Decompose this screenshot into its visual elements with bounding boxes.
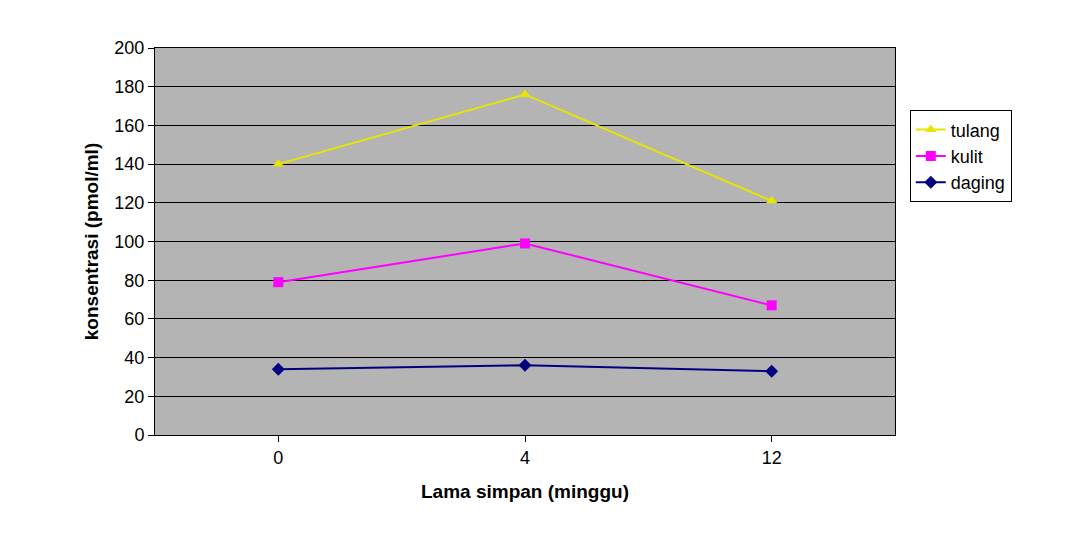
svg-text:kulit: kulit — [951, 147, 983, 167]
svg-text:12: 12 — [762, 448, 782, 468]
svg-text:0: 0 — [273, 448, 283, 468]
svg-text:180: 180 — [114, 77, 144, 97]
svg-text:daging: daging — [951, 173, 1005, 193]
svg-text:120: 120 — [114, 193, 144, 213]
svg-text:0: 0 — [134, 425, 144, 445]
svg-text:Lama simpan (minggu): Lama simpan (minggu) — [421, 481, 629, 502]
svg-text:40: 40 — [124, 348, 144, 368]
svg-text:20: 20 — [124, 387, 144, 407]
svg-text:konsentrasi (pmol/ml): konsentrasi (pmol/ml) — [81, 143, 102, 340]
svg-text:200: 200 — [114, 38, 144, 58]
svg-text:100: 100 — [114, 232, 144, 252]
svg-text:60: 60 — [124, 309, 144, 329]
svg-text:80: 80 — [124, 271, 144, 291]
svg-text:4: 4 — [520, 448, 530, 468]
svg-text:tulang: tulang — [951, 121, 1000, 141]
svg-text:140: 140 — [114, 154, 144, 174]
svg-text:160: 160 — [114, 116, 144, 136]
